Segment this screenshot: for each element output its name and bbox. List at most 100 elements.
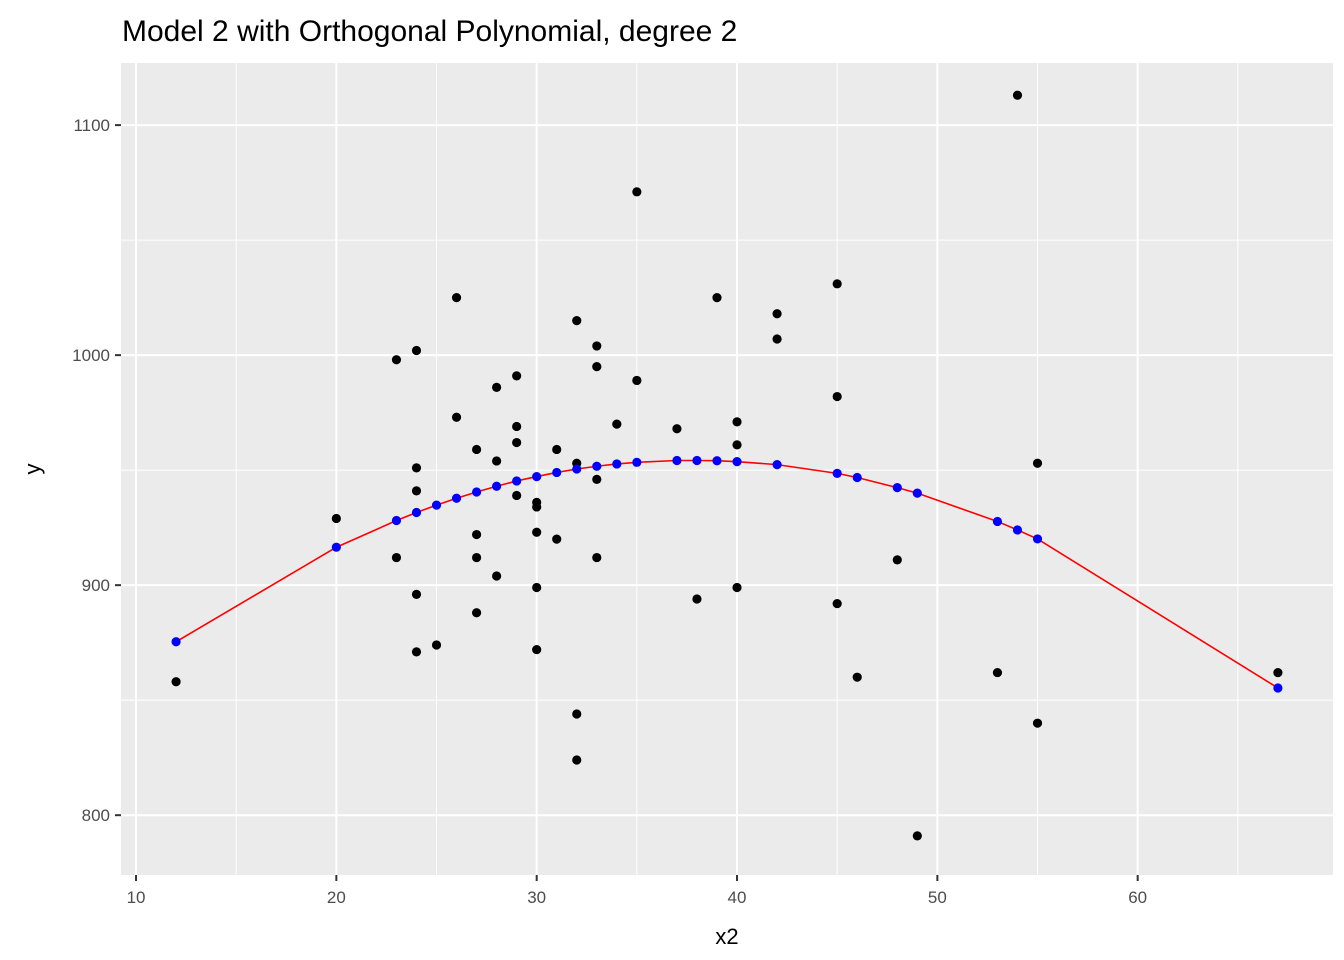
x-tick-label: 10 [127,888,146,907]
fitted-points [171,455,1283,693]
fitted-point [992,516,1003,527]
observed-point [832,279,842,289]
observed-point [572,755,582,765]
tick-labels: 10 20 30 40 50 60 800 900 1000 1100 [72,116,1147,907]
fitted-point [471,487,482,497]
fitted-point [492,481,502,491]
x-tick-label: 30 [527,888,546,907]
observed-point [471,444,482,455]
observed-point [592,474,602,484]
fitted-point [572,464,582,474]
x-tick-label: 50 [928,888,947,907]
observed-point [572,709,582,719]
observed-point [732,582,742,593]
observed-point [552,444,562,455]
observed-point [1032,718,1043,728]
fitted-point [612,459,622,469]
fitted-point [431,500,442,510]
observed-point [492,456,502,466]
observed-point [512,437,522,448]
fitted-curve [175,459,1279,689]
observed-point [411,589,422,599]
fitted-point [632,457,642,467]
x-tick-label: 20 [327,888,346,907]
observed-point [632,187,642,197]
fitted-point [411,507,422,518]
observed-point [431,640,442,650]
observed-point [331,513,341,524]
observed-point [171,677,181,687]
observed-points [171,90,1283,841]
observed-point [712,293,722,303]
observed-point [391,552,402,563]
fitted-point [892,483,902,493]
observed-point [411,463,422,473]
observed-point [411,486,422,496]
observed-point [552,534,562,544]
x-tick-label: 60 [1128,888,1147,907]
observed-point [612,419,622,429]
fitted-point [852,472,862,483]
fitted-point [912,488,922,498]
fitted-point [512,476,522,486]
x-axis-title: x2 [715,924,738,949]
observed-point [532,644,542,655]
y-tick-label: 800 [82,806,110,825]
observed-point [471,608,482,618]
observed-point [992,667,1003,678]
fitted-point [1012,525,1023,535]
plot-panel [121,63,1333,875]
chart-title: Model 2 with Orthogonal Polynomial, degr… [122,15,737,48]
fitted-point [592,461,602,471]
observed-point [471,529,482,540]
observed-point [492,382,502,392]
y-tick-label: 1000 [72,346,110,365]
observed-point [512,421,522,432]
observed-point [772,309,782,319]
observed-point [672,424,682,434]
observed-point [772,334,782,344]
observed-point [451,293,462,303]
observed-point [572,316,582,326]
fitted-point [331,542,341,552]
observed-point [492,571,502,581]
observed-point [732,440,742,450]
observed-point [852,672,862,682]
fitted-point [732,457,742,467]
fitted-point [672,455,682,466]
major-gridlines [121,63,1333,875]
observed-point [592,341,602,351]
observed-point [912,831,922,841]
fitted-point [451,493,462,503]
observed-point [532,582,542,593]
y-tick-label: 900 [82,576,110,595]
observed-point [391,355,402,365]
fitted-point [692,455,702,466]
observed-point [592,362,602,372]
fitted-point [391,515,402,526]
fitted-point [171,637,181,647]
fitted-line [175,459,1279,689]
observed-point [632,375,642,386]
observed-point [471,552,482,563]
observed-point [1012,90,1023,100]
x-tick-label: 40 [728,888,747,907]
observed-point [892,555,902,565]
observed-point [832,598,842,609]
observed-point [451,412,462,422]
observed-point [1273,667,1283,678]
axis-ticks [115,124,1139,881]
fitted-point [712,456,722,466]
fitted-point [772,460,782,470]
fitted-point [1032,534,1043,544]
observed-point [592,552,602,563]
minor-gridlines [121,63,1333,875]
observed-point [532,527,542,537]
observed-point [512,371,522,381]
y-tick-label: 1100 [73,116,110,135]
observed-point [411,647,422,657]
observed-point [532,502,542,512]
fitted-point [832,468,842,478]
observed-point [512,490,522,501]
